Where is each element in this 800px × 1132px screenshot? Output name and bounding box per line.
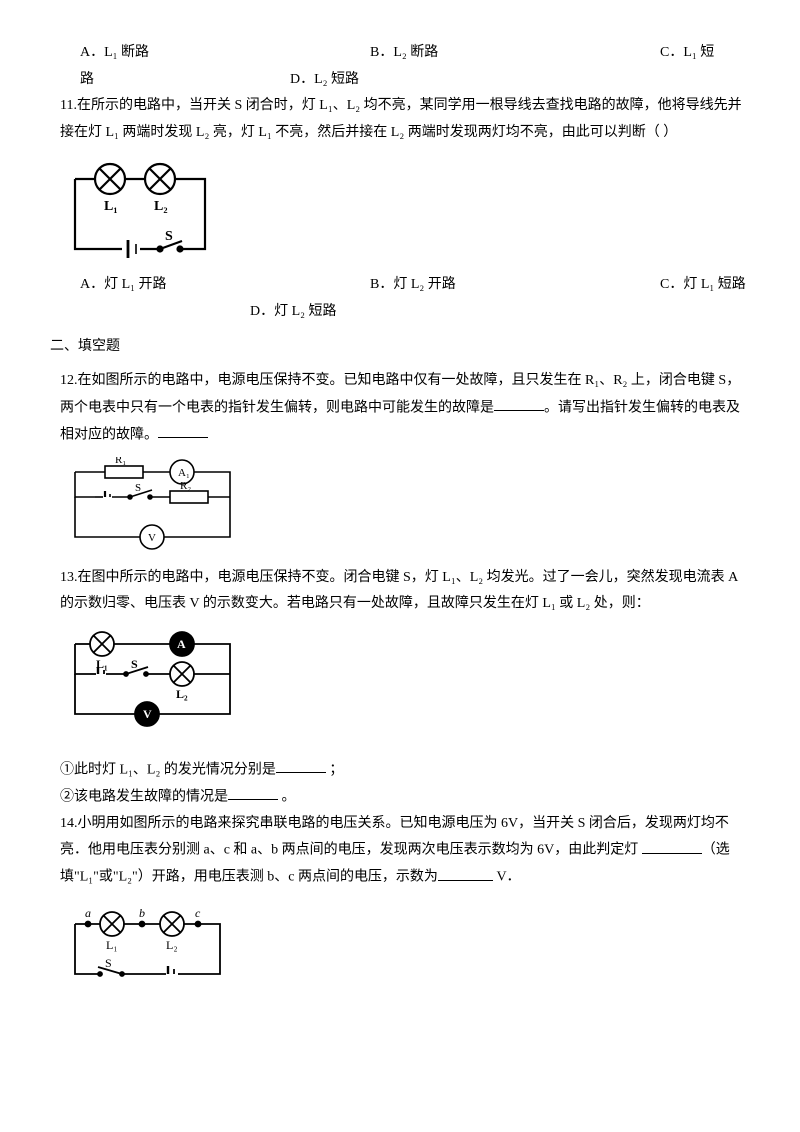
label-l1-14: L₁ (106, 938, 118, 952)
q11-circuit: L₁ L₂ S (60, 154, 750, 264)
q10-options: A．L₁ 断路 B．L₂ 断路 C．L₁ 短 (50, 40, 750, 67)
q10-opt-c2: 路 (80, 67, 290, 94)
q13-sub1b: ； (326, 762, 344, 777)
label-r2: R₂ (180, 480, 191, 492)
q12-circuit: R₁ A₁ S R₂ V (60, 457, 750, 557)
q14: 14.小明用如图所示的电路来探究串联电路的电压关系。已知电源电压为 6V，当开关… (50, 811, 750, 892)
q13-sub1: ①此时灯 L₁、L₂ 的发光情况分别是 ； (50, 757, 750, 784)
q11-text: 在所示的电路中，当开关 S 闭合时，灯 L₁、L₂ 均不亮，某同学用一根导线去查… (60, 98, 742, 140)
q13-sub2b: 。 (278, 789, 296, 804)
label-v13: V (143, 707, 152, 721)
q13: 13.在图中所示的电路中，电源电压保持不变。闭合电键 S，灯 L₁、L₂ 均发光… (50, 565, 750, 618)
label-s14: S (105, 956, 112, 970)
q13-blank2[interactable] (228, 784, 278, 800)
q10-opt-a: A．L₁ 断路 (80, 40, 370, 67)
q13-sub2: ②该电路发生故障的情况是 。 (50, 784, 750, 811)
label-l2-13: L₂ (176, 687, 188, 701)
label-a13: A (177, 637, 186, 651)
q11-opt-c: C．灯 L₁ 短路 (660, 272, 746, 299)
q11-num: 11. (60, 98, 77, 113)
q12-blank2[interactable] (158, 422, 208, 438)
q11-options-2: D．灯 L₂ 短路 (50, 299, 750, 326)
label-s: S (165, 229, 173, 244)
q14-circuit: a b c L₁ L₂ S (60, 899, 750, 994)
q12-num: 12. (60, 373, 78, 388)
q11-opt-b: B．灯 L₂ 开路 (370, 272, 660, 299)
label-l1: L₁ (104, 199, 118, 214)
label-l1-13: L₁ (96, 657, 108, 671)
label-s13: S (131, 657, 138, 671)
section-2-title: 二、填空题 (50, 334, 750, 361)
label-r1: R₁ (115, 457, 126, 466)
q11: 11.在所示的电路中，当开关 S 闭合时，灯 L₁、L₂ 均不亮，某同学用一根导… (50, 93, 750, 146)
label-c14: c (195, 906, 201, 920)
q10-opt-d: D．L₂ 短路 (290, 67, 359, 94)
q14-t3: V． (493, 870, 521, 885)
label-l2-14: L₂ (166, 938, 178, 952)
q14-blank1[interactable] (642, 837, 702, 853)
label-a1: A₁ (178, 467, 190, 479)
label-v12: V (148, 532, 156, 544)
q11-options: A．灯 L₁ 开路 B．灯 L₂ 开路 C．灯 L₁ 短路 (50, 272, 750, 299)
q14-blank2[interactable] (438, 864, 493, 880)
q11-opt-a: A．灯 L₁ 开路 (80, 272, 370, 299)
label-b14: b (139, 906, 145, 920)
q10-opt-b: B．L₂ 断路 (370, 40, 660, 67)
q13-num: 13. (60, 570, 78, 585)
q13-sub1a: ①此时灯 L₁、L₂ 的发光情况分别是 (60, 762, 276, 777)
q14-num: 14. (60, 816, 78, 831)
q14-t1: 小明用如图所示的电路来探究串联电路的电压关系。已知电源电压为 6V，当开关 S … (60, 816, 729, 858)
label-s12: S (135, 482, 141, 494)
q10-opt-c: C．L₁ 短 (660, 40, 714, 67)
label-a14: a (85, 906, 91, 920)
q12-blank1[interactable] (494, 395, 544, 411)
label-l2: L₂ (154, 199, 168, 214)
q13-circuit: L₁ S L₂ A V (60, 626, 750, 731)
q11-opt-d: D．灯 L₂ 短路 (250, 304, 337, 319)
q13-text: 在图中所示的电路中，电源电压保持不变。闭合电键 S，灯 L₁、L₂ 均发光。过了… (60, 570, 738, 612)
q12: 12.在如图所示的电路中，电源电压保持不变。已知电路中仅有一处故障，且只发生在 … (50, 368, 750, 449)
q13-sub2a: ②该电路发生故障的情况是 (60, 789, 228, 804)
q13-blank1[interactable] (276, 757, 326, 773)
q10-options-2: 路 D．L₂ 短路 (50, 67, 750, 94)
